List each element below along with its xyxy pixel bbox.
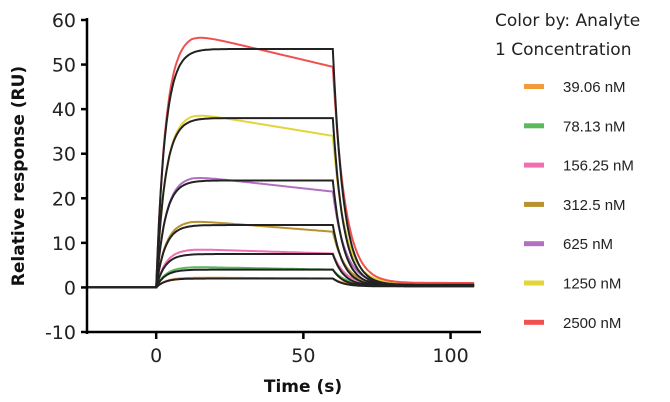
x-axis-title: Time (s)	[264, 377, 342, 397]
y-tick-label: 50	[52, 55, 76, 77]
legend: Color by: Analyte 1 Concentration 39.06 …	[495, 11, 640, 332]
fit-curve-625-nm	[87, 179, 475, 289]
y-tick-label: 20	[52, 188, 76, 210]
legend-label: 2500 nM	[563, 315, 621, 332]
legend-swatch	[524, 319, 544, 325]
legend-swatch	[524, 84, 544, 89]
data-curve-2500-nm	[87, 36, 475, 289]
legend-label: 625 nM	[563, 236, 613, 253]
legend-label: 156.25 nM	[563, 158, 634, 175]
legend-label: 312.5 nM	[563, 197, 626, 214]
x-tick-label: 0	[150, 345, 162, 367]
legend-title-line1: Color by: Analyte	[495, 11, 640, 31]
curves-layer	[87, 36, 475, 289]
legend-swatch	[524, 241, 544, 247]
legend-label: 78.13 nM	[563, 118, 626, 135]
y-tick-label: 60	[52, 10, 76, 32]
fit-curve-1250-nm	[87, 117, 475, 289]
legend-title-line2: 1 Concentration	[495, 40, 631, 60]
legend-label: 39.06 nM	[563, 79, 626, 96]
y-tick-label: 0	[64, 277, 76, 299]
fit-curve-2500-nm	[87, 48, 475, 289]
legend-swatch	[524, 123, 544, 129]
y-tick-label: -10	[45, 322, 76, 344]
x-tick-label: 100	[432, 345, 468, 367]
legend-label: 1250 nM	[563, 276, 621, 293]
axes-layer: -10 0 10 20 30 40 50 60 0 50 100	[45, 10, 481, 367]
y-tick-label: 10	[52, 233, 76, 255]
legend-swatch	[524, 280, 544, 286]
x-tick-label: 50	[291, 345, 315, 367]
data-curve-1250-nm	[87, 114, 475, 289]
y-tick-label: 40	[52, 99, 76, 121]
y-tick-label: 30	[52, 144, 76, 166]
legend-swatch	[524, 162, 544, 168]
data-curve-625-nm	[87, 177, 475, 289]
y-axis-title: Relative response (RU)	[9, 66, 29, 286]
legend-swatch	[524, 201, 544, 207]
